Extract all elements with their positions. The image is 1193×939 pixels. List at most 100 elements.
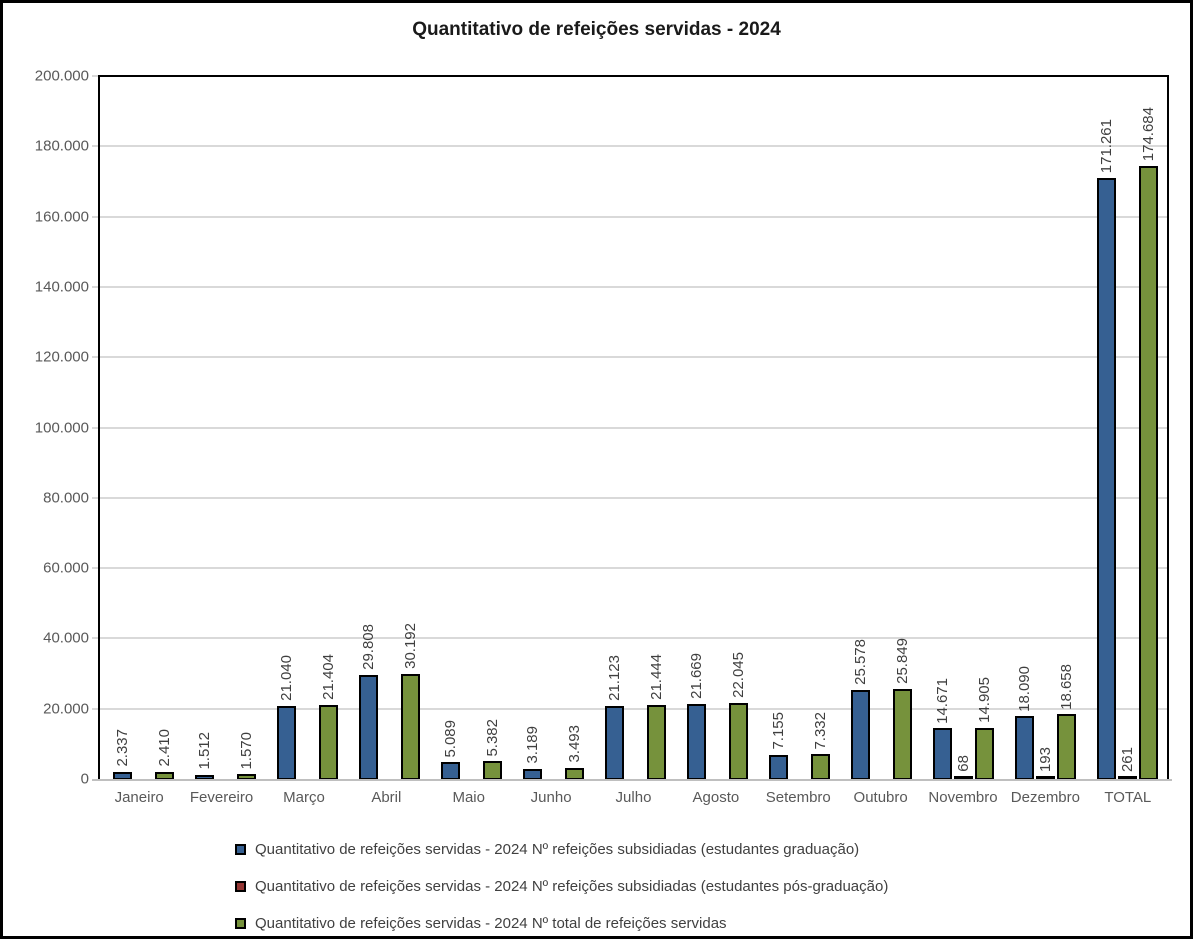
bar-value-label: 22.045 xyxy=(730,651,748,698)
y-tick-label: 0 xyxy=(80,770,89,788)
gridline xyxy=(100,707,1167,710)
bar-value-label: 25.849 xyxy=(894,638,912,685)
gridline xyxy=(100,637,1167,640)
y-tick-label: 180.000 xyxy=(34,137,89,155)
y-tick-mark xyxy=(92,145,98,148)
legend-marker-icon xyxy=(235,918,246,929)
bar-total-setembro xyxy=(811,754,831,780)
x-category-label: Maio xyxy=(452,789,485,806)
bar-value-label: 30.192 xyxy=(401,623,419,669)
x-category-label: Janeiro xyxy=(114,789,164,806)
legend: Quantitativo de refeições servidas - 202… xyxy=(235,831,888,936)
bar-total-outubro xyxy=(893,689,913,780)
y-tick-mark xyxy=(92,215,98,218)
bar-value-label: 7.332 xyxy=(812,711,830,750)
bar-total-total xyxy=(1139,166,1159,780)
bar-total-dezembro xyxy=(1057,714,1077,780)
bar-value-label: 1.570 xyxy=(237,731,255,770)
bar-value-label: 21.444 xyxy=(648,653,665,700)
y-tick-mark xyxy=(92,75,98,77)
bar-total-abril xyxy=(400,673,420,780)
bar-graduacao-março xyxy=(276,706,296,780)
x-category-label: Julho xyxy=(615,789,652,806)
bar-value-label: 5.382 xyxy=(483,718,501,757)
plot-area: 2.337 1.512 21.040 29.808 5.089 3.189 21.123 21… xyxy=(98,75,1169,780)
x-category-label: TOTAL xyxy=(1104,789,1152,806)
legend-item-total: Quantitativo de refeições servidas - 202… xyxy=(235,905,888,936)
bar-graduacao-setembro xyxy=(769,754,789,780)
x-category-label: Março xyxy=(283,789,325,806)
bar-graduacao-agosto xyxy=(687,703,707,780)
gridline xyxy=(100,215,1167,218)
y-tick-label: 80.000 xyxy=(43,489,89,507)
x-category-label: Dezembro xyxy=(1010,789,1080,806)
gridline xyxy=(100,496,1167,499)
bar-value-label: 21.040 xyxy=(277,655,295,702)
y-tick-label: 200.000 xyxy=(34,67,89,85)
y-tick-label: 120.000 xyxy=(34,348,89,366)
bar-graduacao-fevereiro xyxy=(194,774,214,780)
bar-value-label: 21.404 xyxy=(319,653,337,700)
legend-marker-icon xyxy=(235,844,246,855)
bar-value-label: 2.410 xyxy=(155,728,173,767)
x-category-label: Outubro xyxy=(853,789,908,806)
bar-value-label: 21.123 xyxy=(606,654,623,701)
chart-title: Quantitativo de refeições servidas - 202… xyxy=(412,19,781,40)
y-tick-mark xyxy=(92,567,98,570)
x-category-label: Novembro xyxy=(928,789,998,806)
gridline xyxy=(100,356,1167,359)
bar-graduacao-junho xyxy=(522,768,542,780)
bar-value-label: 21.669 xyxy=(688,652,706,699)
y-tick-mark xyxy=(92,426,98,429)
bar-total-novembro xyxy=(975,727,995,780)
bar-value-label: 261 xyxy=(1119,746,1137,772)
bar-value-label: 14.671 xyxy=(934,677,952,724)
bar-total-janeiro xyxy=(154,771,174,780)
bar-total-maio xyxy=(482,761,502,780)
bar-value-label: 29.808 xyxy=(359,624,377,671)
y-tick-mark xyxy=(92,496,98,499)
gridline xyxy=(100,567,1167,570)
bar-total-agosto xyxy=(729,702,749,780)
bar-graduacao-maio xyxy=(440,762,460,780)
bar-total-julho xyxy=(647,704,666,780)
legend-label: Quantitativo de refeições servidas - 202… xyxy=(255,841,860,858)
legend-item-graduacao: Quantitativo de refeições servidas - 202… xyxy=(235,831,888,868)
bar-value-label: 25.578 xyxy=(852,639,870,686)
bar-value-label: 3.493 xyxy=(565,725,583,763)
legend-label: Quantitativo de refeições servidas - 202… xyxy=(255,915,727,932)
bar-total-março xyxy=(318,704,338,780)
y-tick-label: 140.000 xyxy=(34,278,89,296)
y-tick-label: 40.000 xyxy=(43,629,89,647)
x-category-label: Setembro xyxy=(765,789,831,806)
y-tick-label: 60.000 xyxy=(43,559,89,577)
legend-label: Quantitativo de refeições servidas - 202… xyxy=(255,878,889,895)
y-tick-mark xyxy=(92,356,98,359)
bar-graduacao-julho xyxy=(605,705,624,780)
bar-value-label: 18.090 xyxy=(1016,665,1034,712)
legend-marker-icon xyxy=(235,881,246,892)
bar-value-label: 3.189 xyxy=(523,726,541,764)
bar-value-label: 2.337 xyxy=(113,729,131,767)
y-tick-mark xyxy=(92,285,98,288)
y-tick-label: 160.000 xyxy=(34,208,89,226)
bar-total-junho xyxy=(564,767,584,780)
x-category-label: Junho xyxy=(530,789,572,806)
bar-graduacao-outubro xyxy=(851,690,871,780)
gridline xyxy=(100,285,1167,288)
bar-value-label: 171.261 xyxy=(1098,118,1116,174)
bar-value-label: 1.512 xyxy=(195,732,213,770)
bar-value-label: 7.155 xyxy=(770,712,788,750)
x-category-label: Abril xyxy=(371,789,402,806)
bar-value-label: 18.658 xyxy=(1058,663,1076,710)
x-category-label: Fevereiro xyxy=(189,789,254,806)
gridline xyxy=(100,426,1167,429)
bar-graduacao-novembro xyxy=(933,728,953,780)
gridline xyxy=(100,145,1167,148)
x-category-label: Agosto xyxy=(692,789,740,806)
y-tick-label: 100.000 xyxy=(34,419,89,436)
legend-item-pos-graduacao: Quantitativo de refeições servidas - 202… xyxy=(235,868,888,905)
bar-graduacao-abril xyxy=(358,675,378,780)
y-tick-mark xyxy=(92,637,98,640)
